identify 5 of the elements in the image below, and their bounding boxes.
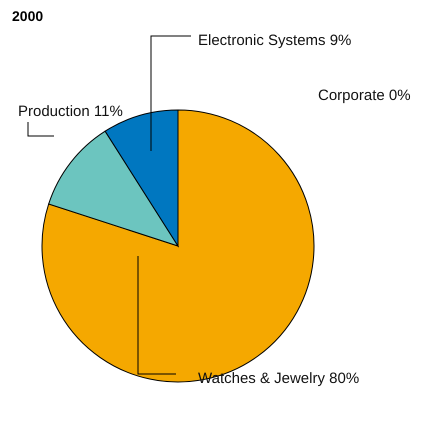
slice-label: Watches & Jewelry 80%	[198, 370, 360, 387]
slice-label: Electronic Systems 9%	[198, 32, 352, 49]
category-label: Corporate 0%	[318, 86, 411, 104]
slice-label: Production 11%	[18, 102, 123, 120]
chart-title: 2000	[12, 8, 44, 24]
